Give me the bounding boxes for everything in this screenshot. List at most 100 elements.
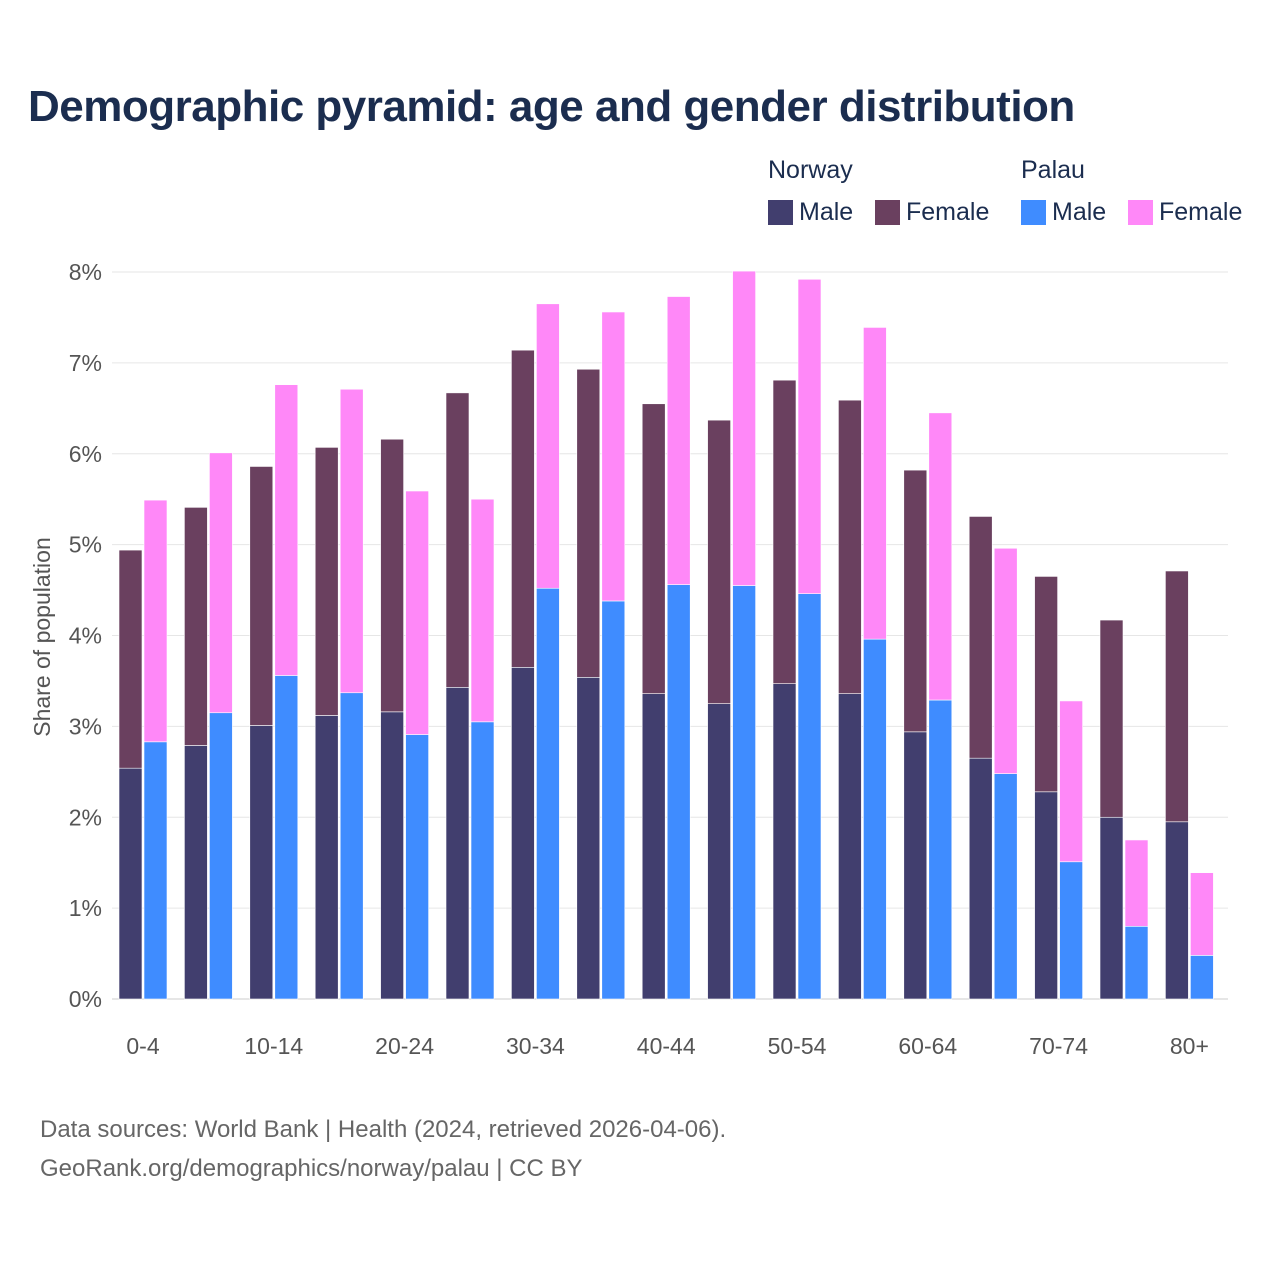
legend-group-norway: Norway [768,156,853,184]
bar-palau-female [274,384,299,676]
bar-palau-female [666,296,691,585]
bar-palau-male [666,584,691,1000]
bar-norway-male [445,686,470,1000]
x-tick-label: 80+ [1170,1033,1209,1059]
bar-norway-male [968,757,993,1000]
bar-norway-male [249,725,274,1000]
source-line-1: Data sources: World Bank | Health (2024,… [40,1116,727,1143]
legend-label: Male [1052,198,1107,226]
bar-norway-female [576,368,601,678]
y-tick-label: 2% [69,804,102,830]
bar-palau-female [863,327,887,640]
bar-palau-male [209,712,233,1000]
bar-palau-male [797,593,822,1000]
legend-swatch-norway-female [875,200,900,225]
bar-palau-male [928,699,953,1000]
bar-norway-female [184,507,208,746]
bar-palau-male [1124,925,1149,1000]
legend-label: Female [1159,198,1243,226]
bar-palau-male [863,638,887,1000]
y-axis-title: Share of population [29,537,55,737]
bar-norway-female [968,516,993,759]
bar-palau-female [143,499,168,743]
bar-norway-female [380,438,404,713]
bar-norway-male [314,715,339,1000]
bar-norway-male [511,667,535,1000]
bar-palau-female [405,490,429,735]
bar-norway-male [1099,816,1124,1000]
bar-palau-male [993,773,1018,1000]
bar-norway-female [445,392,470,688]
bar-palau-male [1059,861,1083,1000]
bar-palau-female [1059,700,1083,863]
bar-norway-male [1165,821,1189,1000]
legend-swatch-palau-male [1021,200,1046,225]
bar-norway-male [380,711,404,1000]
bar-norway-female [118,549,143,769]
bar-norway-female [249,466,274,726]
legend-item-palau-female[interactable]: Female [1128,198,1242,227]
bar-palau-female [732,270,756,586]
bar-norway-female [707,419,731,704]
bar-norway-male [903,731,928,1000]
bar-norway-female [903,469,928,733]
bar-norway-male [1034,791,1058,1000]
legend-swatch-norway-male [768,200,793,225]
bar-palau-male [536,587,560,1000]
bar-norway-female [1099,619,1124,818]
bar-norway-male [772,683,797,1000]
y-tick-label: 5% [69,532,102,558]
bar-norway-female [641,403,666,694]
bar-palau-female [470,498,495,723]
bar-norway-female [511,349,535,668]
bar-palau-female [1190,872,1214,956]
bar-palau-male [1190,955,1214,1000]
x-tick-label: 20-24 [375,1033,434,1059]
y-tick-label: 4% [69,623,102,649]
bar-norway-female [1034,576,1058,793]
x-tick-label: 10-14 [244,1033,303,1059]
bar-palau-female [928,412,953,701]
bar-palau-male [405,734,429,1000]
bar-palau-female [339,388,364,694]
y-tick-label: 8% [69,259,102,285]
x-tick-label: 60-64 [898,1033,957,1059]
bar-norway-male [576,677,601,1000]
legend-label: Female [906,198,990,226]
bar-norway-male [184,745,208,1000]
bar-palau-male [143,741,168,1000]
source-line-2: GeoRank.org/demographics/norway/palau | … [40,1155,583,1182]
bar-norway-male [641,693,666,1000]
bar-palau-female [209,452,233,714]
legend-item-norway-female[interactable]: Female [875,198,989,227]
bar-norway-male [838,693,862,1000]
y-tick-label: 0% [69,986,102,1012]
legend-item-norway-male[interactable]: Male [768,198,853,227]
legend-label: Male [799,198,854,226]
bar-palau-male [470,721,495,1000]
x-tick-label: 50-54 [768,1033,827,1059]
bar-norway-male [707,703,731,1000]
y-tick-label: 6% [69,441,102,467]
bar-palau-male [601,600,626,1000]
bar-palau-female [993,547,1018,774]
chart-title: Demographic pyramid: age and gender dist… [28,82,1075,131]
bar-palau-female [536,303,560,589]
bar-norway-female [772,379,797,684]
y-tick-label: 1% [69,895,102,921]
x-tick-label: 70-74 [1029,1033,1088,1059]
bar-palau-female [1124,839,1149,927]
bar-norway-female [838,399,862,694]
bar-palau-male [274,675,299,1000]
legend-item-palau-male[interactable]: Male [1021,198,1106,227]
x-tick-label: 30-34 [506,1033,565,1059]
bar-norway-female [1165,570,1189,823]
y-tick-label: 7% [69,350,102,376]
legend-swatch-palau-female [1128,200,1153,225]
x-tick-label: 0-4 [126,1033,159,1059]
bar-norway-female [314,447,339,716]
x-tick-label: 40-44 [637,1033,696,1059]
bar-norway-male [118,767,143,1000]
y-tick-label: 3% [69,713,102,739]
